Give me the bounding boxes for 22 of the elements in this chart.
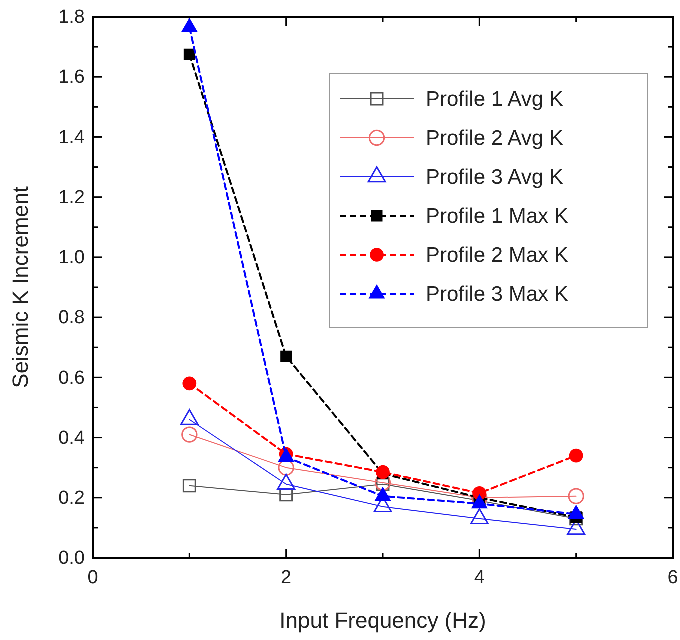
y-tick-label: 0.2 xyxy=(58,488,85,509)
y-axis-title: Seismic K Increment xyxy=(8,186,33,388)
x-axis-title: Input Frequency (Hz) xyxy=(280,608,486,633)
x-tick-label: 2 xyxy=(281,567,292,588)
y-tick-label: 1.0 xyxy=(58,248,85,269)
legend-label: Profile 2 Avg K xyxy=(426,127,564,150)
y-tick-label: 0.8 xyxy=(58,308,85,329)
y-tick-label: 1.4 xyxy=(58,127,86,148)
y-tick-label: 0.4 xyxy=(58,428,86,449)
x-tick-label: 6 xyxy=(668,567,678,588)
x-tick-label: 4 xyxy=(474,567,486,588)
y-tick-label: 0.0 xyxy=(58,548,85,570)
legend-label: Profile 1 Max K xyxy=(426,205,568,228)
y-tick-label: 1.6 xyxy=(58,67,85,88)
legend-label: Profile 3 Avg K xyxy=(426,166,564,189)
y-tick-label: 1.8 xyxy=(58,7,85,28)
x-tick-label: 0 xyxy=(88,567,98,588)
y-tick-label: 0.6 xyxy=(58,368,85,389)
legend-label: Profile 1 Avg K xyxy=(426,88,564,111)
legend-label: Profile 3 Max K xyxy=(426,283,568,306)
legend-label: Profile 2 Max K xyxy=(426,244,568,267)
y-tick-label: 1.2 xyxy=(58,187,85,208)
